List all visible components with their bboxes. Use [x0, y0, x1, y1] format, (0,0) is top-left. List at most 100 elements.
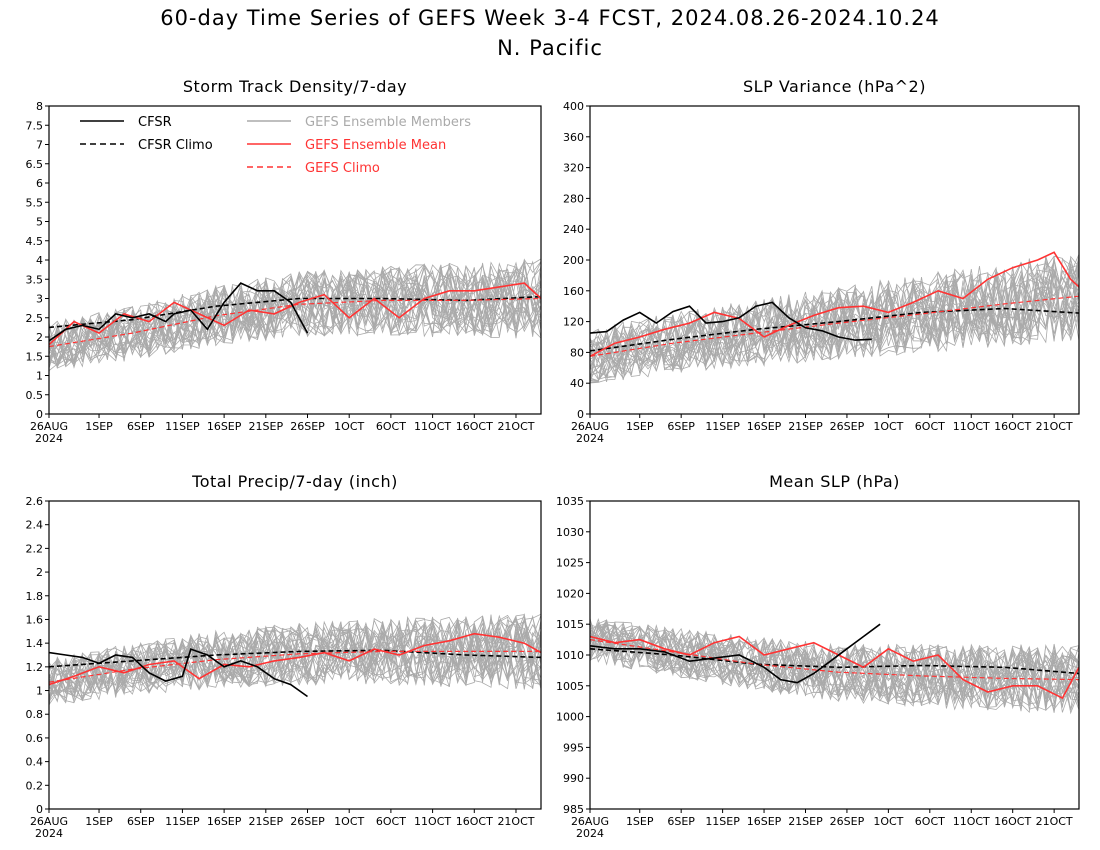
gefs-climo-line	[49, 650, 541, 683]
x-tick-label: 26AUG	[30, 815, 68, 828]
x-tick-label: 1SEP	[626, 815, 654, 828]
x-tick-label: 26SEP	[290, 420, 325, 433]
ensemble-member-line	[590, 263, 1079, 379]
y-tick-label: 2	[36, 566, 43, 579]
y-tick-label: 320	[563, 162, 584, 175]
ensemble-member-line	[49, 619, 541, 700]
y-tick-label: 0.8	[26, 708, 44, 721]
x-tick-label: 1SEP	[626, 420, 654, 433]
y-tick-label: 2	[36, 331, 43, 344]
legend-ens-mean-label: GEFS Ensemble Mean	[305, 138, 446, 153]
ensemble-member-line	[590, 619, 1079, 711]
panel-slp-variance: SLP Variance (hPa^2) 0 40 80 120 160 200 240 280…	[563, 77, 1080, 445]
ensemble-member-line	[590, 256, 1079, 383]
x-tick-label: 26SEP	[830, 815, 865, 828]
legend: CFSR CFSR Climo GEFS Ensemble Members GEFS …	[80, 115, 471, 176]
gefs-ensemble-mean-line	[590, 251, 1079, 358]
y-tick-label: 8	[36, 100, 43, 113]
x-tick-label: 26AUG	[30, 420, 68, 433]
y-tick-label: 240	[563, 223, 584, 236]
x-tick-label: 11OCT	[953, 815, 990, 828]
x-tick-label: 11OCT	[953, 420, 990, 433]
y-tick-label: 1035	[556, 495, 584, 508]
gefs-climo-line	[590, 639, 1079, 681]
y-tick-label: 0	[36, 408, 43, 421]
plot-area	[590, 251, 1079, 384]
x-tick-label: 16OCT	[456, 815, 493, 828]
x-tick-label: 1OCT	[334, 420, 364, 433]
y-tick-label: 2.6	[26, 495, 44, 508]
plot-area	[590, 617, 1079, 715]
ensemble-member-line	[590, 268, 1079, 384]
x-tick-label: 21SEP	[249, 420, 284, 433]
ensemble-member-line	[590, 619, 1079, 710]
x-tick-label: 1SEP	[85, 815, 113, 828]
y-tick-label: 1	[36, 370, 43, 383]
x-year-label: 2024	[35, 432, 63, 445]
gefs-climo-line	[590, 295, 1079, 357]
legend-members-label: GEFS Ensemble Members	[305, 115, 471, 130]
x-tick-label: 6OCT	[915, 815, 945, 828]
x-tick-label: 16SEP	[747, 420, 782, 433]
y-tick-label: 6	[36, 177, 43, 190]
y-tick-label: 1005	[556, 680, 584, 693]
gefs-ensemble-mean-line	[49, 282, 541, 346]
panel-storm-track-density: Storm Track Density/7-day 0 0.5 1 1.5 2 2.5 3 3.…	[26, 77, 542, 445]
ensemble-member-line	[49, 261, 541, 369]
cfsr-climo-line	[49, 649, 541, 668]
x-tick-label: 26AUG	[571, 815, 609, 828]
panel-total-precip: Total Precip/7-day (inch)00.20.40.60.811…	[26, 472, 542, 840]
y-tick-label: 3	[36, 293, 43, 306]
ensemble-member-line	[590, 628, 1079, 709]
x-tick-label: 1OCT	[334, 815, 364, 828]
ensemble-member-line	[49, 614, 541, 704]
x-tick-label: 21SEP	[249, 815, 284, 828]
y-tick-label: 0	[577, 408, 584, 421]
y-tick-label: 1.2	[26, 661, 44, 674]
plot-frame	[48, 105, 542, 415]
y-tick-label: 7.5	[26, 119, 44, 132]
cfsr-line	[49, 648, 308, 698]
plot-area	[49, 613, 541, 706]
x-tick-label: 26AUG	[571, 420, 609, 433]
y-tick-label: 400	[563, 100, 584, 113]
y-tick-label: 6.5	[26, 158, 44, 171]
y-tick-label: 40	[570, 377, 584, 390]
ensemble-member-line	[590, 621, 1079, 712]
x-year-label: 2024	[576, 827, 604, 840]
y-tick-label: 80	[570, 346, 584, 359]
x-tick-label: 16SEP	[207, 815, 242, 828]
ensemble-member-line	[49, 261, 541, 364]
ensemble-member-line	[590, 272, 1079, 377]
plot-area	[49, 258, 541, 372]
y-tick-label: 3.5	[26, 273, 44, 286]
y-tick-label: 1.8	[26, 590, 44, 603]
x-tick-label: 16OCT	[994, 815, 1031, 828]
x-tick-label: 21OCT	[1036, 815, 1073, 828]
x-tick-label: 6SEP	[127, 815, 155, 828]
panel-mean-slp: Mean SLP (hPa) 985 990 995 1000 1005 1010 1015 1…	[556, 472, 1080, 840]
x-year-label: 2024	[576, 432, 604, 445]
y-tick-label: 1020	[556, 587, 584, 600]
legend-cfsr-label: CFSR	[138, 115, 172, 130]
y-tick-label: 0.5	[26, 389, 44, 402]
y-tick-label: 990	[563, 772, 584, 785]
gefs-ensemble-mean-line	[49, 632, 541, 686]
y-tick-label: 1	[36, 685, 43, 698]
y-tick-label: 2.4	[26, 519, 44, 532]
x-tick-label: 16OCT	[456, 420, 493, 433]
x-tick-label: 11SEP	[705, 420, 740, 433]
y-tick-label: 4.5	[26, 235, 44, 248]
y-tick-label: 0.2	[26, 779, 44, 792]
y-tick-label: 1010	[556, 649, 584, 662]
x-tick-label: 21OCT	[497, 815, 534, 828]
y-tick-label: 1015	[556, 618, 584, 631]
y-tick-label: 0.4	[26, 756, 44, 769]
x-tick-label: 26SEP	[830, 420, 865, 433]
x-tick-label: 1OCT	[873, 815, 903, 828]
x-tick-label: 6OCT	[376, 420, 406, 433]
x-year-label: 2024	[35, 827, 63, 840]
ensemble-member-line	[49, 264, 541, 368]
legend-gefs-climo-label: GEFS Climo	[305, 161, 380, 176]
y-tick-label: 5.5	[26, 196, 44, 209]
